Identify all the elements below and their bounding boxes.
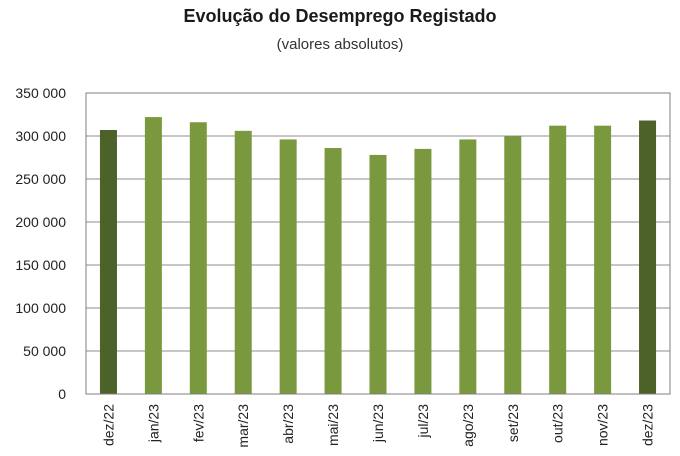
x-tick-label: out/23 [550, 404, 566, 443]
y-tick-label: 100 000 [15, 300, 66, 316]
x-tick-label: dez/22 [100, 404, 116, 446]
x-axis-tick-labels: dez/22 jan/23 fev/23 mar/23 abr/23 mai/23 jun/… [100, 404, 655, 448]
bar-set-23 [504, 136, 522, 394]
bar-jan-23 [144, 117, 162, 394]
bar-abr-23 [279, 139, 297, 394]
bar-jul-23 [414, 148, 432, 394]
x-tick-label: jun/23 [370, 404, 386, 443]
x-tick-label: mai/23 [325, 404, 341, 446]
y-tick-label: 350 000 [15, 85, 66, 101]
plot-frame [85, 92, 671, 395]
x-tick-label: ago/23 [460, 404, 476, 447]
x-tick-label: jan/23 [145, 404, 161, 443]
x-tick-label: mar/23 [235, 404, 251, 448]
bar-mar-23 [234, 130, 252, 394]
x-tick-label: dez/23 [640, 404, 656, 446]
bar-ago-23 [459, 139, 477, 394]
x-tick-label: jul/23 [415, 404, 431, 439]
bar-dez-22 [99, 129, 117, 395]
x-tick-label: abr/23 [280, 404, 296, 444]
bar-fev-23 [189, 122, 207, 395]
y-tick-label: 0 [58, 386, 66, 402]
y-tick-label: 150 000 [15, 257, 66, 273]
y-axis-tick-labels: 0 50 000 100 000 150 000 200 000 250 000 300 0… [15, 85, 66, 402]
y-tick-label: 200 000 [15, 214, 66, 230]
chart-subtitle: (valores absolutos) [276, 36, 404, 53]
y-tick-label: 300 000 [15, 128, 66, 144]
y-tick-label: 250 000 [15, 171, 66, 187]
bar-dez-23 [639, 120, 657, 395]
bar-jun-23 [369, 154, 387, 394]
y-tick-label: 50 000 [23, 343, 66, 359]
bar-mai-23 [324, 148, 342, 394]
x-tick-label: fev/23 [190, 404, 206, 442]
bars [99, 117, 657, 395]
chart-title: Evolução do Desemprego Registado [183, 6, 497, 26]
x-tick-label: nov/23 [595, 404, 611, 446]
bar-nov-23 [594, 125, 612, 395]
x-tick-label: set/23 [505, 404, 521, 442]
bar-out-23 [549, 125, 567, 395]
